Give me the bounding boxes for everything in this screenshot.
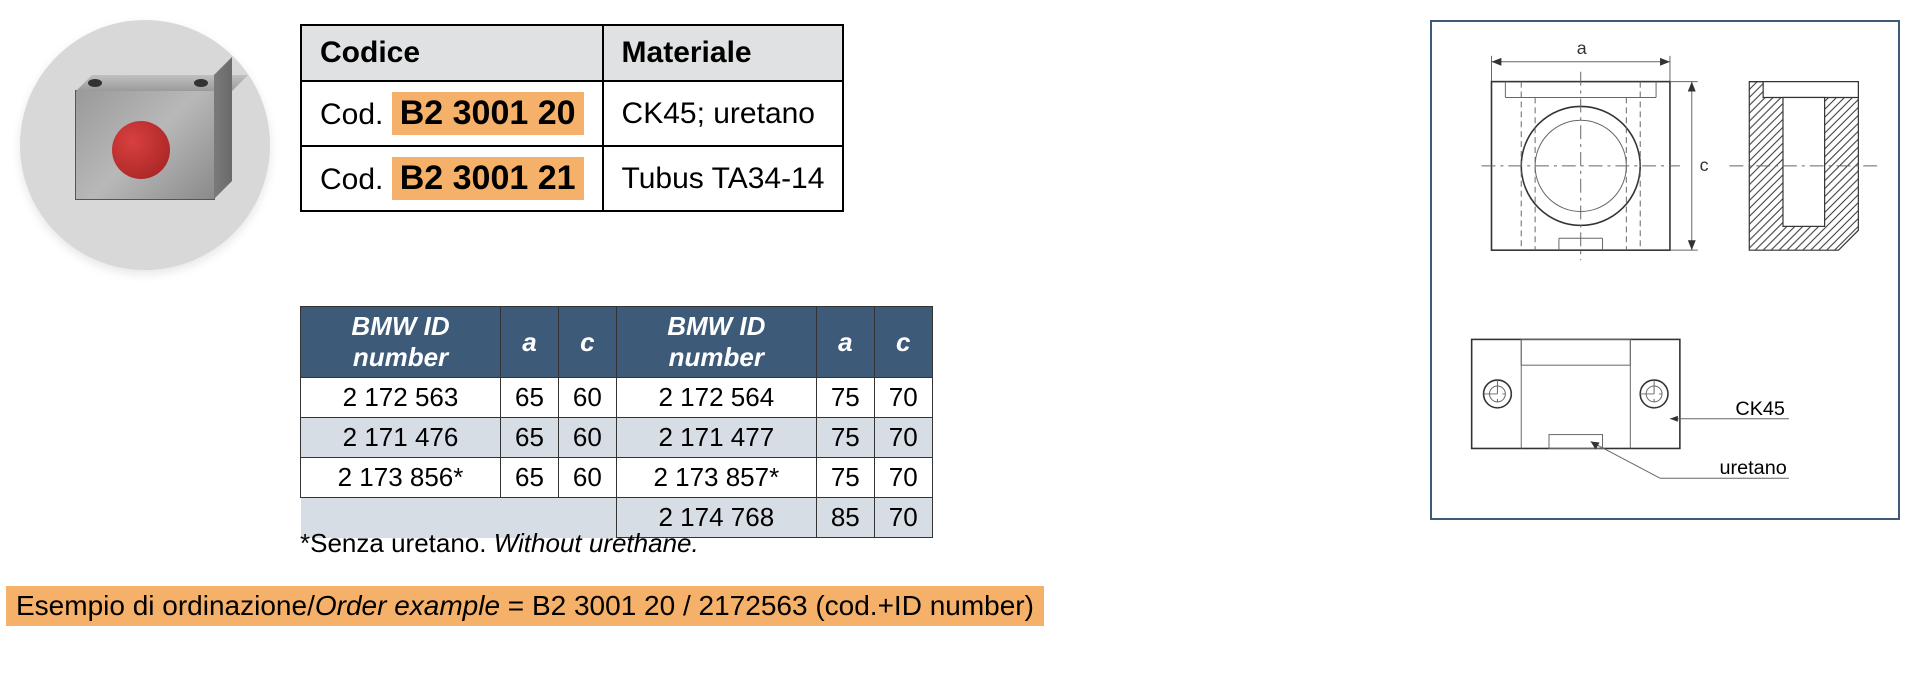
product-image-circle [20,20,270,270]
table-row: 2 172 563 65 60 2 172 564 75 70 [301,378,933,418]
order-value: B2 3001 20 / 2172563 (cod.+ID number) [532,590,1034,621]
bmw-c: 60 [558,418,616,458]
bmw-a: 65 [501,458,559,498]
material-row: Cod. B2 3001 21 Tubus TA34-14 [301,146,843,211]
bmw-id: 2 173 856* [301,458,501,498]
bmw-header: a [501,307,559,378]
material-header-material: Materiale [603,25,844,81]
bmw-id: 2 171 477 [616,418,816,458]
bmw-id: 2 173 857* [616,458,816,498]
bmw-c: 70 [874,418,932,458]
bmw-header: c [874,307,932,378]
code-highlight: B2 3001 21 [392,157,584,200]
material-value: Tubus TA34-14 [603,146,844,211]
bmw-id-table: BMW ID number a c BMW ID number a c 2 17… [300,306,933,538]
bmw-header: c [558,307,616,378]
bmw-header: a [816,307,874,378]
code-prefix: Cod. [320,163,383,196]
callout-uretano: uretano [1720,457,1787,479]
block-hole-right [194,79,208,87]
material-code-cell: Cod. B2 3001 21 [301,146,603,211]
material-code-cell: Cod. B2 3001 20 [301,81,603,146]
material-row: Cod. B2 3001 20 CK45; uretano [301,81,843,146]
bmw-a: 65 [501,418,559,458]
order-example: Esempio di ordinazione/Order example = B… [6,586,1044,626]
bmw-header: BMW ID number [616,307,816,378]
bmw-id: 2 172 564 [616,378,816,418]
dim-label-c: c [1700,155,1709,175]
bmw-c: 60 [558,458,616,498]
product-red-insert [112,121,170,179]
material-header-code: Codice [301,25,603,81]
product-block [75,90,215,200]
order-label-en: Order example [315,590,500,621]
bmw-header-row: BMW ID number a c BMW ID number a c [301,307,933,378]
block-hole-left [88,79,102,87]
footnote: *Senza uretano. Without urethane. [300,528,699,559]
callout-ck45: CK45 [1735,398,1785,420]
bmw-a: 65 [501,378,559,418]
bmw-id: 2 171 476 [301,418,501,458]
bmw-c: 70 [874,378,932,418]
technical-drawing: a c [1430,20,1900,520]
order-label-it: Esempio di ordinazione [16,590,307,621]
table-row: 2 173 856* 65 60 2 173 857* 75 70 [301,458,933,498]
bmw-c: 70 [874,458,932,498]
bmw-header: BMW ID number [301,307,501,378]
footnote-en: Without urethane. [494,528,699,558]
table-row: 2 171 476 65 60 2 171 477 75 70 [301,418,933,458]
material-table: Codice Materiale Cod. B2 3001 20 CK45; u… [300,24,844,212]
bmw-a: 75 [816,458,874,498]
bmw-c: 70 [874,498,932,538]
footnote-asterisk: * [300,528,310,558]
material-value: CK45; uretano [603,81,844,146]
bmw-id: 2 172 563 [301,378,501,418]
bmw-a: 85 [816,498,874,538]
footnote-it: Senza uretano. [310,528,486,558]
bmw-a: 75 [816,418,874,458]
bmw-c: 60 [558,378,616,418]
drawing-svg: a c [1432,22,1898,518]
code-prefix: Cod. [320,98,383,131]
dim-label-a: a [1577,38,1587,58]
code-highlight: B2 3001 20 [392,92,584,135]
bmw-a: 75 [816,378,874,418]
